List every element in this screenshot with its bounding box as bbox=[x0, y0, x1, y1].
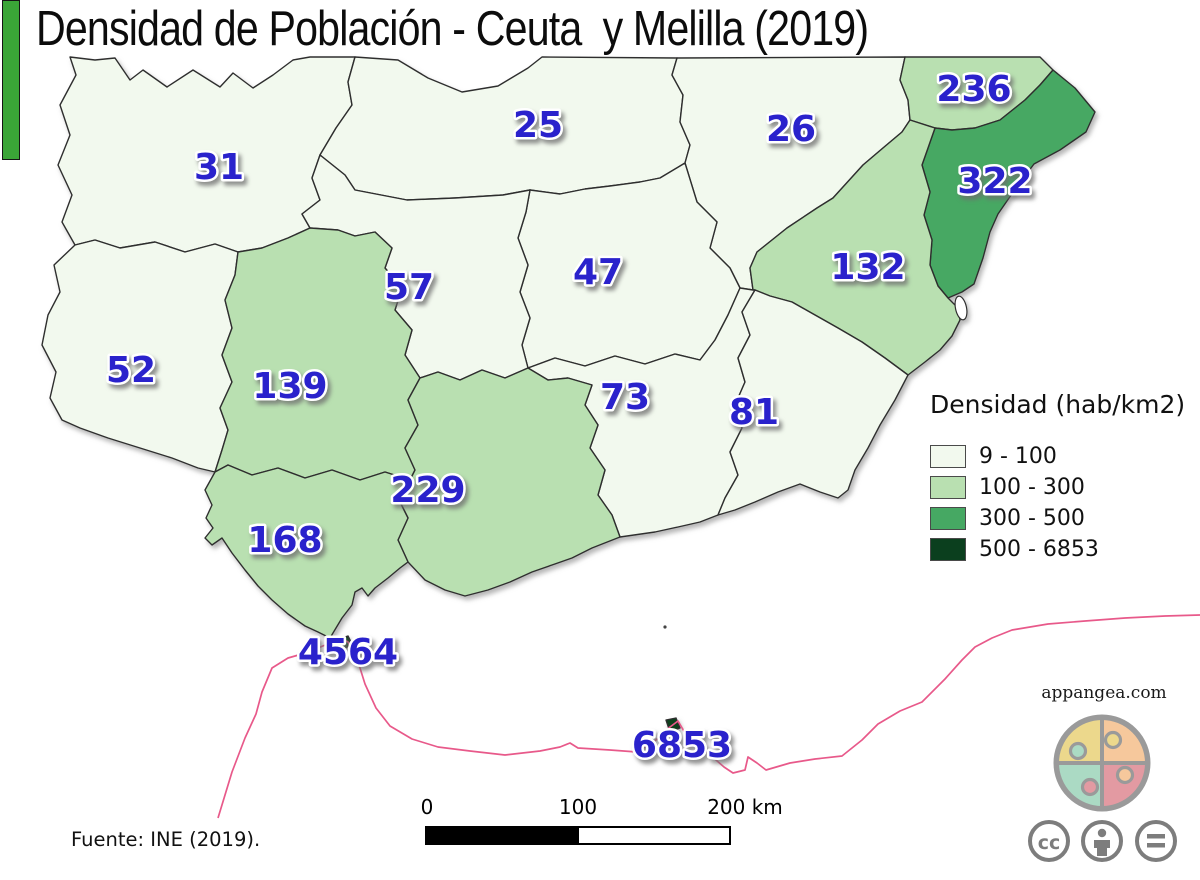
legend-label: 500 - 6853 bbox=[979, 537, 1099, 562]
scale-bar bbox=[425, 826, 731, 845]
legend-swatch bbox=[930, 507, 966, 530]
legend-label: 9 - 100 bbox=[979, 444, 1057, 469]
legend-row: 500 - 6853 bbox=[930, 534, 1196, 565]
logo-ring bbox=[1053, 714, 1151, 812]
logo-tab-pink bbox=[1080, 777, 1100, 797]
legend-label: 300 - 500 bbox=[979, 506, 1085, 531]
density-label-52: 52 bbox=[106, 350, 156, 391]
density-label-25: 25 bbox=[513, 105, 563, 146]
legend-swatch bbox=[930, 445, 966, 468]
density-label-81: 81 bbox=[729, 392, 779, 433]
title-accent-bar bbox=[2, 0, 20, 160]
branding-site: appangea.com bbox=[1041, 683, 1167, 703]
density-label-26: 26 bbox=[766, 109, 816, 150]
scale-tick-100: 100 bbox=[558, 795, 598, 819]
africa-coastline bbox=[217, 614, 1200, 819]
map-legend: Densidad (hab/km2) 9 - 100 100 - 300 300… bbox=[930, 390, 1196, 565]
cc-equal-icon bbox=[1135, 820, 1177, 862]
density-label-168: 168 bbox=[247, 520, 322, 561]
cc-license-icons: cc bbox=[1028, 820, 1177, 862]
scale-tick-200km: 200 km bbox=[707, 795, 783, 819]
source-note: Fuente: INE (2019). bbox=[71, 828, 261, 851]
density-label-6853: 6853 bbox=[632, 725, 732, 766]
page-title: Densidad de Población - Ceuta y Melilla … bbox=[36, 2, 869, 56]
density-label-229: 229 bbox=[390, 470, 465, 511]
density-label-31: 31 bbox=[194, 147, 244, 188]
legend-row: 300 - 500 bbox=[930, 503, 1196, 534]
density-label-322: 322 bbox=[957, 161, 1032, 202]
spain-landmass bbox=[41, 56, 1096, 733]
cc-attribution-icon bbox=[1081, 820, 1123, 862]
legend-swatch bbox=[930, 538, 966, 561]
territory-ceuta bbox=[335, 635, 353, 651]
density-label-236: 236 bbox=[936, 69, 1011, 110]
logo-tab-orange bbox=[1115, 765, 1135, 785]
legend-row: 9 - 100 bbox=[930, 441, 1196, 472]
density-labels: 31 25 26 236 322 57 47 132 52 139 73 81 229 168 4564 68… bbox=[103, 67, 1035, 769]
scale-tick-0: 0 bbox=[420, 795, 434, 819]
svg-text:cc: cc bbox=[1038, 832, 1061, 854]
density-label-4564: 4564 bbox=[298, 632, 398, 673]
density-label-57: 57 bbox=[384, 267, 434, 308]
density-label-139: 139 bbox=[252, 366, 327, 407]
density-label-47: 47 bbox=[573, 252, 623, 293]
logo-tab-yellow bbox=[1103, 730, 1123, 750]
logo-tab-teal bbox=[1068, 741, 1088, 761]
legend-swatch bbox=[930, 476, 966, 499]
legend-label: 100 - 300 bbox=[979, 475, 1085, 500]
alboran-island-dot bbox=[663, 625, 667, 629]
density-label-73: 73 bbox=[600, 377, 650, 418]
scale-bar-filled-half bbox=[427, 828, 579, 843]
density-label-132: 132 bbox=[830, 247, 905, 288]
cc-icon: cc bbox=[1028, 820, 1070, 862]
province-ciudad-real bbox=[319, 56, 691, 201]
province-almeria bbox=[717, 289, 909, 516]
appangea-logo bbox=[1053, 714, 1151, 812]
province-cadiz bbox=[204, 464, 411, 639]
mar-menor-lagoon bbox=[954, 295, 968, 321]
legend-row: 100 - 300 bbox=[930, 472, 1196, 503]
legend-title: Densidad (hab/km2) bbox=[930, 390, 1186, 419]
